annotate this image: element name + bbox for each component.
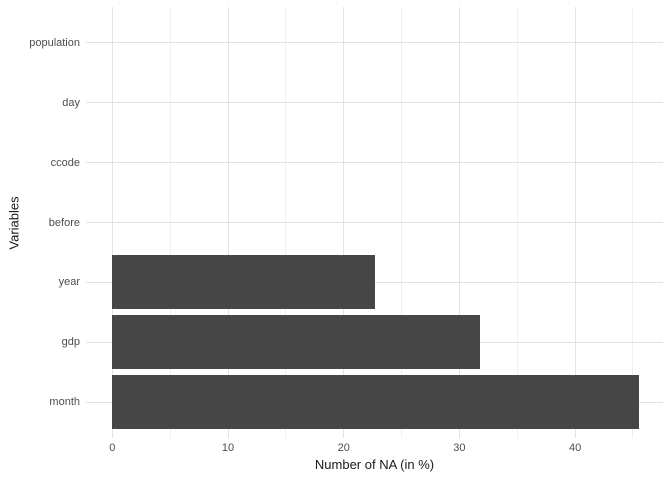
x-tick-label-0: 0	[109, 442, 116, 454]
y-label-before: before	[48, 216, 80, 229]
y-label-month: month	[49, 396, 80, 409]
y-axis-title: Variables	[6, 196, 22, 250]
x-tick-label-10: 10	[221, 442, 235, 454]
x-tick-label-30: 30	[453, 442, 466, 454]
y-label-population: population	[29, 36, 80, 49]
x-tick-label-40: 40	[568, 442, 582, 454]
bar-year	[112, 255, 375, 310]
x-axis-title: Number of NA (in %)	[314, 457, 435, 472]
gridline-major-y-before	[86, 222, 663, 223]
y-label-ccode: ccode	[50, 156, 80, 169]
plot-panel	[86, 7, 663, 438]
y-label-year: year	[58, 276, 80, 289]
y-label-day: day	[62, 96, 80, 109]
gridline-major-y-population	[86, 42, 663, 44]
x-tick-label-20: 20	[337, 442, 350, 454]
bar-gdp	[112, 315, 481, 370]
bar-month	[112, 375, 639, 430]
gridline-major-y-ccode	[86, 162, 663, 164]
y-label-gdp: gdp	[61, 336, 80, 349]
gridline-major-y-day	[86, 102, 663, 104]
